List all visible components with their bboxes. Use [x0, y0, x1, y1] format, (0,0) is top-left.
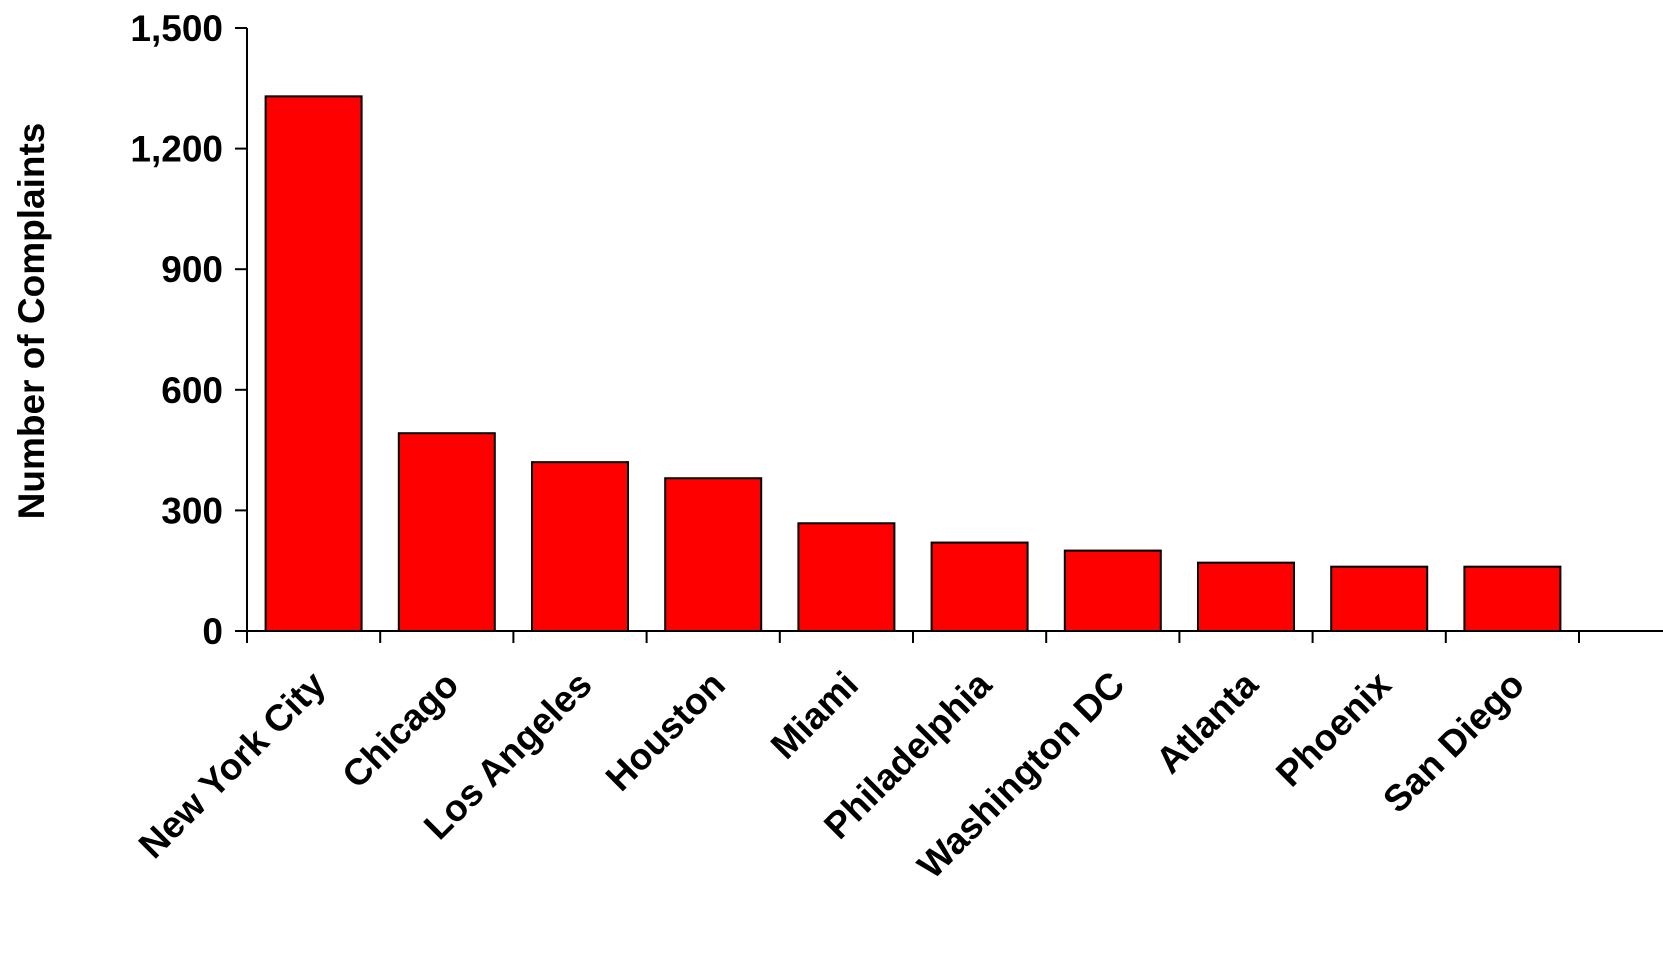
bar-washington-dc: [1063, 549, 1162, 632]
y-tick-label: 300: [161, 490, 223, 531]
y-ticks: 0 300 600 900 1,200 1,500: [130, 8, 247, 652]
y-tick-label: 900: [161, 249, 223, 290]
category-label: Atlanta: [1148, 663, 1266, 781]
bar-philadelphia: [930, 541, 1029, 632]
x-ticks: [246, 631, 1580, 643]
y-axis-title: Number of Complaints: [11, 123, 52, 520]
category-label: Chicago: [334, 664, 466, 796]
category-label: New York City: [131, 663, 334, 866]
bar-phoenix: [1330, 565, 1429, 632]
y-tick-label: 1,200: [130, 129, 223, 170]
bars-layer: [264, 95, 1562, 632]
y-tick-label: 1,500: [130, 8, 223, 49]
category-label: Miami: [763, 664, 866, 767]
category-label: Houston: [598, 664, 733, 799]
bar-san-diego: [1463, 565, 1562, 632]
category-label: San Diego: [1375, 664, 1532, 821]
bar-new-york-city: [264, 95, 363, 632]
bar-miami: [797, 522, 896, 632]
y-tick-label: 0: [202, 611, 223, 652]
category-label: Phoenix: [1268, 663, 1399, 794]
bar-los-angeles: [531, 461, 629, 632]
bar-atlanta: [1197, 561, 1295, 632]
axes-layer: [246, 28, 1663, 632]
bar-chicago: [397, 432, 496, 632]
bar-houston: [664, 477, 763, 632]
y-tick-label: 600: [161, 370, 223, 411]
